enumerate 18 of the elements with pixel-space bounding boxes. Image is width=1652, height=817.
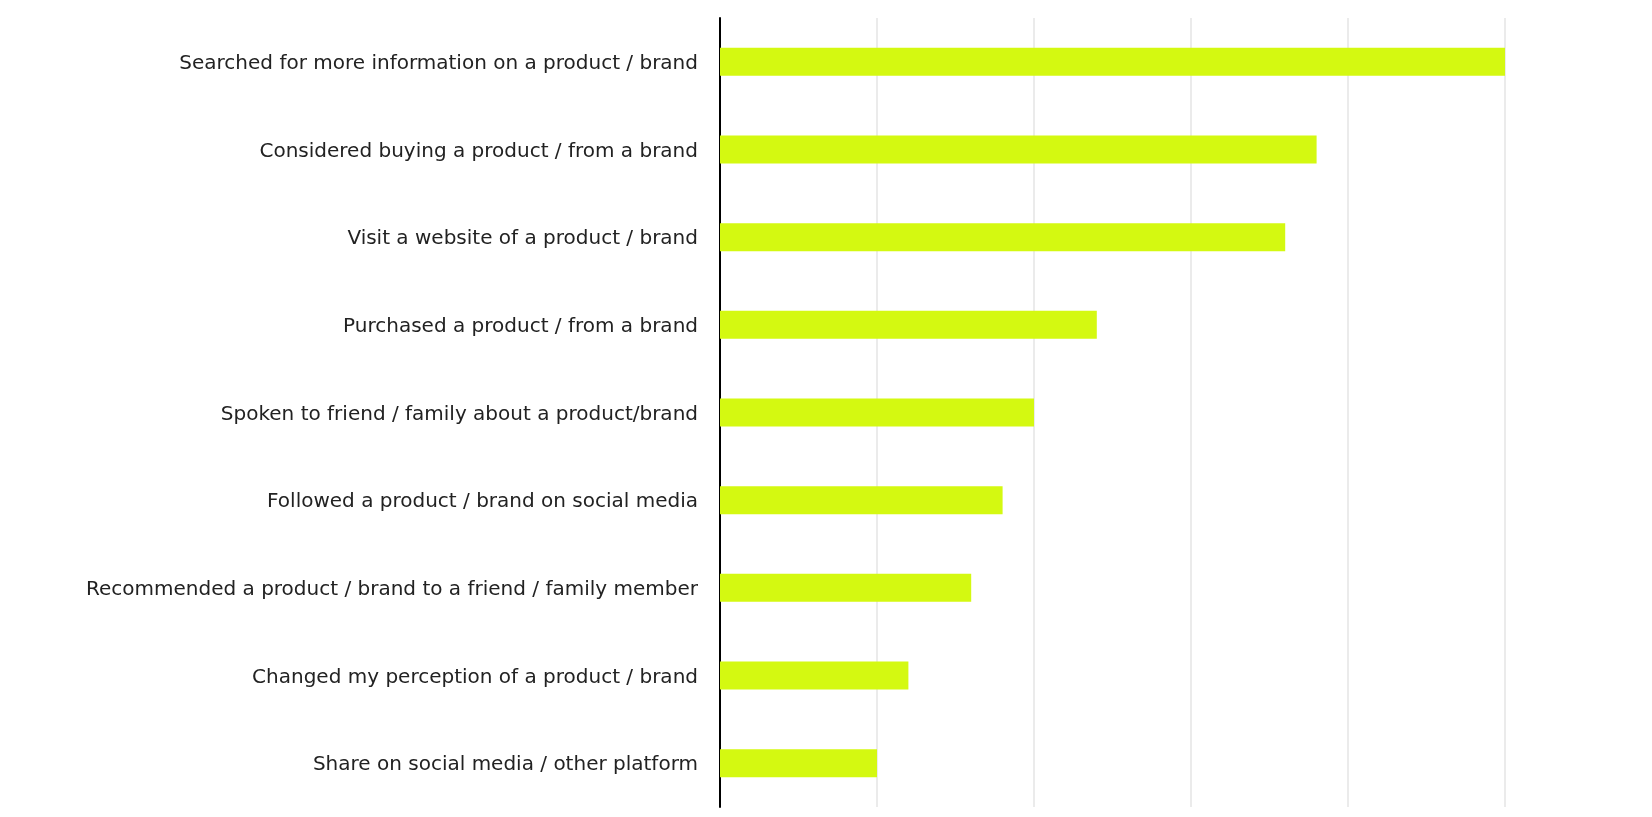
bar	[720, 310, 1097, 339]
bar	[720, 573, 972, 602]
bar	[720, 47, 1505, 76]
y-tick-label: Purchased a product / from a brand	[343, 312, 698, 337]
bar	[720, 223, 1286, 252]
y-tick-label: Share on social media / other platform	[312, 751, 698, 776]
y-tick-label: Changed my perception of a product / brand	[252, 663, 698, 688]
y-tick-label: Followed a product / brand on social media	[267, 488, 698, 513]
y-tick-label: Recommended a product / brand to a friend / family member	[85, 575, 699, 600]
y-tick-label: Considered buying a product / from a brand	[259, 137, 698, 162]
y-tick-label: Searched for more information on a product / brand	[179, 49, 698, 74]
bar	[720, 749, 877, 778]
y-tick-label: Spoken to friend / family about a product/brand	[220, 400, 698, 425]
bar	[720, 135, 1317, 164]
y-tick-label: Visit a website of a product / brand	[347, 225, 698, 250]
bar	[720, 661, 909, 690]
bar	[720, 398, 1034, 427]
bar	[720, 486, 1003, 515]
